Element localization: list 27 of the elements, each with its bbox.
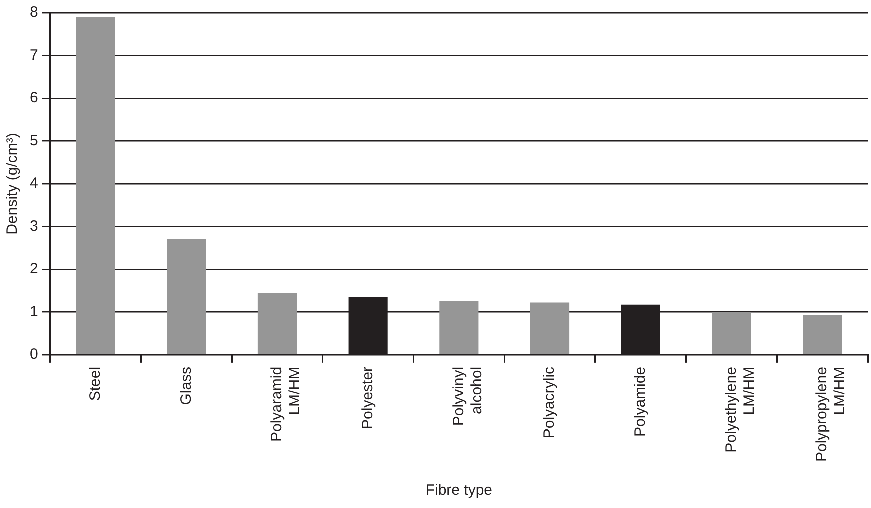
x-tick-label: Polyacrylic [541, 366, 558, 439]
x-tick-label: Polyester [359, 366, 376, 430]
x-tick-label: Steel [86, 366, 104, 402]
y-tick-label: 8 [30, 4, 38, 22]
x-axis-title: Fibre type [426, 482, 493, 500]
bar [530, 302, 570, 354]
bar [440, 302, 479, 354]
y-tick-label: 1 [30, 303, 38, 320]
x-tick-label: Polyaramid LM/HM [268, 366, 304, 442]
bar [258, 293, 298, 354]
y-tick-label: 4 [30, 175, 38, 192]
x-tick-label: Polypropylene LM/HM [814, 366, 849, 462]
bar [76, 17, 116, 354]
x-tick-label: Polyethylene LM/HM [722, 366, 758, 453]
y-axis-title: Density (g/cm³) [4, 133, 22, 235]
y-tick-label: 2 [30, 260, 38, 278]
y-tick-label: 3 [30, 218, 38, 235]
y-tick-label: 0 [30, 346, 38, 364]
x-tick-label: Polyvinyl alcohol [450, 366, 486, 426]
bar [803, 315, 842, 354]
y-tick-label: 7 [30, 46, 38, 64]
y-tick-label: 6 [30, 90, 38, 107]
x-tick-label: Glass [178, 366, 195, 406]
y-tick-label: 5 [30, 132, 38, 150]
x-tick-label: Polyamide [632, 366, 650, 437]
bar [167, 240, 206, 354]
bar [712, 312, 752, 354]
